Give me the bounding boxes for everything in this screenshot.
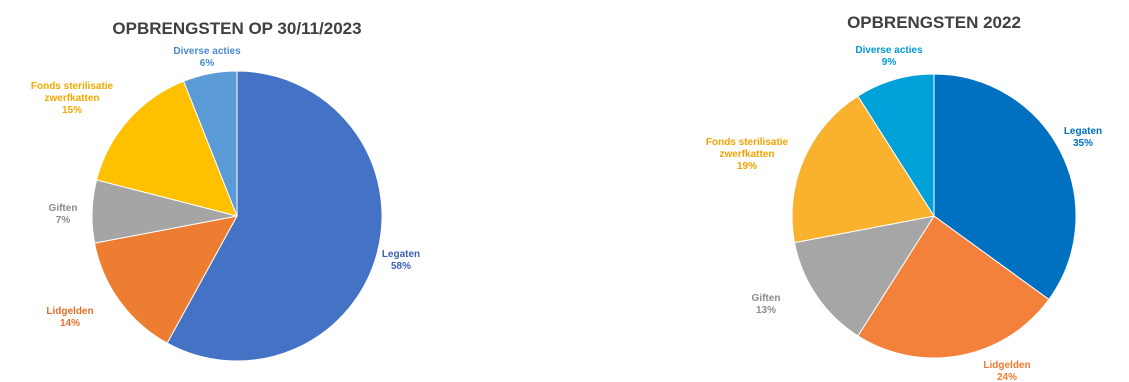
slice-label: Lidgelden 14%: [46, 306, 93, 329]
pie-chart-2022: OPBRENGSTEN 2022 Legaten 35% Lidgelden 24% G…: [706, 13, 1102, 382]
slice-value-label: 35%: [1073, 138, 1093, 149]
slice-category-label: Lidgelden: [46, 306, 93, 317]
pie-slice-diverse-acties: [857, 73, 935, 218]
slice-value-label: 9%: [882, 57, 897, 68]
slice-value-label: 13%: [756, 305, 776, 316]
slice-category-label: zwerfkatten: [719, 149, 774, 160]
slice-label: Diverse acties 9%: [855, 45, 923, 68]
slice-category-label: Legaten: [1064, 126, 1102, 137]
slice-value-label: 6%: [200, 58, 215, 69]
chart-title: OPBRENGSTEN 2022: [847, 13, 1021, 32]
pie-slices: [791, 73, 1077, 359]
slice-category-label: Legaten: [382, 249, 420, 260]
pie-slice-diverse-acties: [182, 70, 238, 217]
slice-category-label: Fonds sterilisatie: [31, 81, 114, 92]
slice-label: Giften 7%: [49, 203, 78, 226]
pie-chart-2023: OPBRENGSTEN OP 30/11/2023 Legaten 58% Lidg…: [31, 19, 420, 362]
pie-slice-fonds-sterilisatie-zwerfkatten: [791, 95, 935, 244]
slice-category-label: Giften: [752, 293, 781, 304]
slice-value-label: 14%: [60, 318, 80, 329]
pie-slices: [91, 70, 383, 362]
slice-category-label: Lidgelden: [983, 360, 1030, 371]
slice-label: Fonds sterilisatie zwerfkatten 15%: [31, 81, 114, 116]
slice-category-label: Diverse acties: [173, 46, 241, 57]
pie-slice-giften: [793, 215, 936, 337]
slice-category-label: Diverse acties: [855, 45, 923, 56]
slice-value-label: 7%: [56, 215, 71, 226]
slice-value-label: 15%: [62, 105, 82, 116]
slice-label: Diverse acties 6%: [173, 46, 241, 69]
slice-label: Lidgelden 24%: [983, 360, 1030, 382]
slice-label: Fonds sterilisatie zwerfkatten 19%: [706, 137, 789, 172]
slice-value-label: 58%: [391, 261, 411, 272]
slice-label: Legaten 35%: [1064, 126, 1102, 149]
slice-value-label: 19%: [737, 161, 757, 172]
pie-slice-lidgelden: [857, 215, 1050, 359]
pie-slice-legaten: [933, 73, 1077, 301]
slice-category-label: zwerfkatten: [44, 93, 99, 104]
slice-value-label: 24%: [997, 372, 1017, 382]
pie-slice-lidgelden: [93, 215, 238, 344]
chart-title: OPBRENGSTEN OP 30/11/2023: [112, 19, 361, 38]
slice-category-label: Fonds sterilisatie: [706, 137, 789, 148]
pie-slice-fonds-sterilisatie-zwerfkatten: [95, 80, 238, 217]
slice-label: Legaten 58%: [382, 249, 420, 272]
pie-slice-legaten: [166, 70, 383, 362]
slice-label: Giften 13%: [752, 293, 781, 316]
slice-category-label: Giften: [49, 203, 78, 214]
